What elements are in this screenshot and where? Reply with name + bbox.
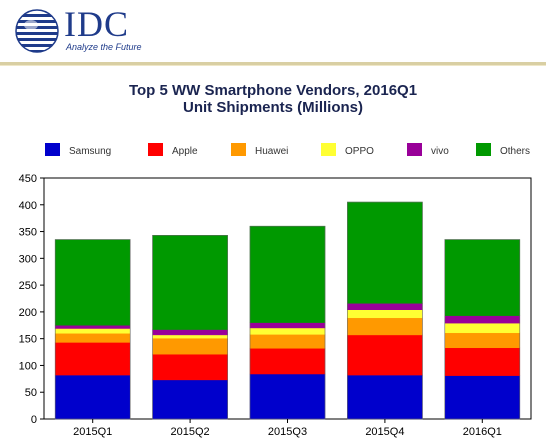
y-tick-label-2: 100: [19, 360, 37, 372]
legend-swatch-oppo: [321, 143, 336, 156]
x-tick-label-2016q1: 2016Q1: [463, 426, 502, 438]
legend-swatch-huawei: [231, 143, 246, 156]
chart-title: Top 5 WW Smartphone Vendors, 2016Q1: [128, 82, 418, 99]
bar-samsung-2015q4: [347, 374, 423, 420]
bar-oppo-2015q1: [54, 328, 131, 334]
bar-oppo-2015q3: [249, 327, 326, 335]
bar-oppo-2015q4: [347, 309, 423, 319]
y-tick-label-6: 300: [19, 253, 37, 265]
page-header: IDC Analyze the Future: [0, 0, 546, 62]
bar-vivo-2015q2: [152, 329, 228, 336]
bar-samsung-2015q1: [54, 374, 131, 420]
bar-vivo-2015q1: [54, 325, 131, 329]
x-tick-label-2015q4: 2015Q4: [365, 426, 404, 438]
legend-label-apple: Apple: [172, 146, 198, 157]
y-tick-label-4: 200: [19, 307, 37, 319]
x-tick-label-2015q1: 2015Q1: [73, 426, 112, 438]
bar-oppo-2016q1: [444, 322, 521, 334]
stacked-bar-chart: 0 50 100 150 200 250 300 350 400 450 2015Q1 2015Q2 2…: [19, 143, 532, 438]
header-divider-shadow: [0, 65, 546, 66]
bar-vivo-2016q1: [444, 315, 521, 324]
idc-globe-icon: [15, 9, 59, 53]
bar-samsung-2016q1: [444, 375, 521, 420]
legend-swatch-apple: [148, 143, 163, 156]
bar-huawei-2015q1: [54, 333, 131, 343]
bar-apple-2015q4: [347, 334, 423, 376]
bar-oppo-2015q2: [152, 334, 228, 339]
bar-huawei-2015q2: [152, 337, 228, 355]
y-tick-label-1: 50: [25, 387, 37, 399]
y-tick-label-9: 450: [19, 173, 37, 185]
brand-tagline: Analyze the Future: [66, 42, 142, 52]
y-tick-label-5: 250: [19, 280, 37, 292]
legend-label-others: Others: [500, 146, 530, 157]
legend-swatch-others: [476, 143, 491, 156]
legend-label-samsung: Samsung: [69, 146, 111, 157]
bar-huawei-2016q1: [444, 332, 521, 349]
legend-label-huawei: Huawei: [255, 146, 288, 157]
bar-apple-2015q1: [54, 342, 131, 376]
y-tick-label-8: 400: [19, 200, 37, 212]
bar-huawei-2015q3: [249, 334, 326, 349]
brand-name: IDC: [64, 4, 129, 44]
chart-subtitle: Unit Shipments (Millions): [183, 99, 363, 116]
bar-others-2015q4: [347, 201, 423, 304]
y-tick-label-0: 0: [31, 414, 37, 426]
legend-swatch-vivo: [407, 143, 422, 156]
bar-apple-2015q3: [249, 348, 326, 375]
x-tick-label-2015q2: 2015Q2: [171, 426, 210, 438]
legend-label-vivo: vivo: [431, 146, 449, 157]
bar-vivo-2015q4: [347, 303, 423, 310]
bar-others-2016q1: [444, 239, 521, 316]
bar-apple-2016q1: [444, 347, 521, 376]
bar-others-2015q2: [152, 235, 228, 330]
bar-samsung-2015q3: [249, 373, 326, 420]
bar-others-2015q3: [249, 225, 326, 323]
bar-vivo-2015q3: [249, 322, 326, 329]
bar-others-2015q1: [54, 239, 131, 326]
bar-samsung-2015q2: [152, 379, 228, 420]
bar-apple-2015q2: [152, 353, 228, 381]
legend-swatch-samsung: [45, 143, 60, 156]
header-divider: [0, 62, 546, 65]
bar-huawei-2015q4: [347, 317, 423, 336]
y-tick-label-3: 150: [19, 334, 37, 346]
x-tick-label-2015q3: 2015Q3: [268, 426, 307, 438]
y-tick-label-7: 350: [19, 227, 37, 239]
legend-label-oppo: OPPO: [345, 146, 374, 157]
